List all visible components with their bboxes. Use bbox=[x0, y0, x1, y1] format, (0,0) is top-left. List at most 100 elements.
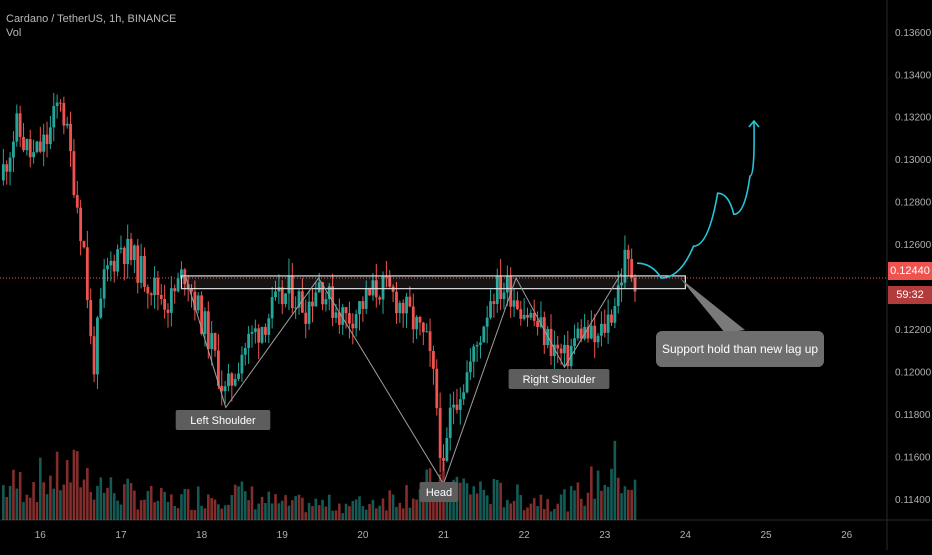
candle-body bbox=[69, 123, 72, 152]
candle-body bbox=[153, 277, 156, 296]
candle-body bbox=[106, 265, 109, 270]
volume-bar bbox=[616, 477, 620, 520]
candle-body bbox=[42, 134, 46, 152]
candle-body bbox=[432, 351, 435, 369]
candle-body bbox=[233, 379, 237, 386]
volume-bar bbox=[485, 495, 489, 520]
volume-bar bbox=[207, 494, 210, 520]
volume-bar bbox=[542, 509, 546, 520]
volume-bar bbox=[143, 499, 146, 520]
candle-body bbox=[542, 317, 546, 346]
time-axis-tick-label: 22 bbox=[519, 530, 531, 541]
candle-body bbox=[519, 309, 523, 319]
head-label: Head bbox=[419, 482, 459, 502]
candle-body bbox=[438, 408, 442, 459]
candle-body bbox=[203, 311, 207, 334]
candle-body bbox=[448, 407, 452, 438]
candle-body bbox=[109, 260, 113, 266]
volume-bar bbox=[539, 494, 543, 520]
callout-bg bbox=[656, 331, 824, 367]
volume-bar bbox=[381, 498, 385, 520]
candle-body bbox=[445, 437, 449, 461]
volume-bar bbox=[18, 472, 22, 520]
candle-body bbox=[485, 317, 489, 327]
volume-bar bbox=[583, 505, 586, 520]
candle-body bbox=[563, 344, 566, 354]
volume-bar bbox=[398, 502, 402, 520]
volume-bar bbox=[375, 508, 378, 520]
candle-body bbox=[193, 291, 197, 311]
candle-body bbox=[603, 323, 607, 333]
volume-bar bbox=[32, 482, 35, 520]
volume-bar bbox=[304, 512, 308, 520]
symbol-title: Cardano / TetherUS, 1h, BINANCE bbox=[6, 13, 177, 25]
volume-bar bbox=[579, 498, 583, 520]
candle-body bbox=[573, 338, 576, 347]
candle-body bbox=[324, 299, 328, 305]
volume-bar bbox=[314, 498, 318, 520]
candle-body bbox=[35, 141, 39, 153]
candle-body bbox=[280, 287, 284, 305]
volume-bar bbox=[277, 503, 281, 520]
volume-bar bbox=[529, 503, 533, 520]
candle-body bbox=[311, 301, 314, 307]
candle-body bbox=[435, 368, 439, 409]
volume-bar bbox=[153, 502, 156, 520]
candle-body bbox=[425, 331, 429, 333]
candle-body bbox=[596, 335, 600, 343]
volume-bar bbox=[331, 510, 334, 520]
volume-bar bbox=[532, 498, 536, 520]
volume-bar bbox=[499, 482, 502, 520]
candle-body bbox=[166, 309, 170, 313]
candle-body bbox=[240, 354, 244, 374]
volume-bar bbox=[267, 491, 271, 520]
candle-body bbox=[119, 247, 123, 250]
candle-body bbox=[616, 285, 620, 307]
volume-bar bbox=[223, 505, 227, 520]
volume-bar bbox=[522, 510, 526, 520]
candle-body bbox=[348, 313, 351, 324]
volume-bar bbox=[482, 489, 486, 520]
volume-bar bbox=[180, 494, 183, 520]
volume-bar bbox=[109, 477, 113, 520]
volume-bar bbox=[321, 499, 324, 520]
candle-body bbox=[421, 322, 425, 333]
volume-bar bbox=[247, 500, 250, 520]
volume-bar bbox=[96, 485, 99, 520]
price-axis-tick-label: 0.13200 bbox=[895, 113, 932, 124]
candle-body bbox=[18, 113, 22, 137]
candle-body bbox=[502, 292, 506, 300]
volume-bar bbox=[220, 508, 224, 520]
volume-bar bbox=[549, 511, 553, 520]
volume-bar bbox=[606, 486, 610, 520]
volume-bar bbox=[519, 495, 523, 520]
volume-bar bbox=[469, 494, 472, 520]
candle-body bbox=[536, 320, 539, 327]
candle-body bbox=[96, 317, 99, 375]
volume-bar bbox=[364, 509, 368, 520]
candle-body bbox=[358, 301, 361, 315]
volume-indicator-label: Vol bbox=[6, 27, 22, 39]
candle-body bbox=[300, 291, 304, 313]
candle-body bbox=[227, 373, 230, 387]
volume-bar bbox=[573, 490, 576, 520]
left-shoulder-label: Left Shoulder bbox=[175, 410, 271, 430]
volume-bar bbox=[294, 496, 297, 520]
volume-bar bbox=[28, 497, 32, 520]
volume-bar bbox=[620, 493, 623, 520]
time-axis-tick-label: 20 bbox=[357, 530, 369, 541]
candle-body bbox=[364, 288, 368, 309]
volume-bar bbox=[432, 489, 435, 520]
candle-body bbox=[290, 275, 294, 309]
candle-body bbox=[206, 311, 210, 350]
volume-bar bbox=[69, 482, 72, 520]
volume-bar bbox=[116, 500, 119, 520]
volume-bar bbox=[626, 489, 630, 520]
candle-body bbox=[458, 399, 462, 410]
volume-bar bbox=[240, 481, 244, 520]
volume-bar bbox=[506, 500, 509, 520]
volume-bar bbox=[123, 484, 126, 520]
price-axis-tick-label: 0.13600 bbox=[895, 28, 932, 39]
